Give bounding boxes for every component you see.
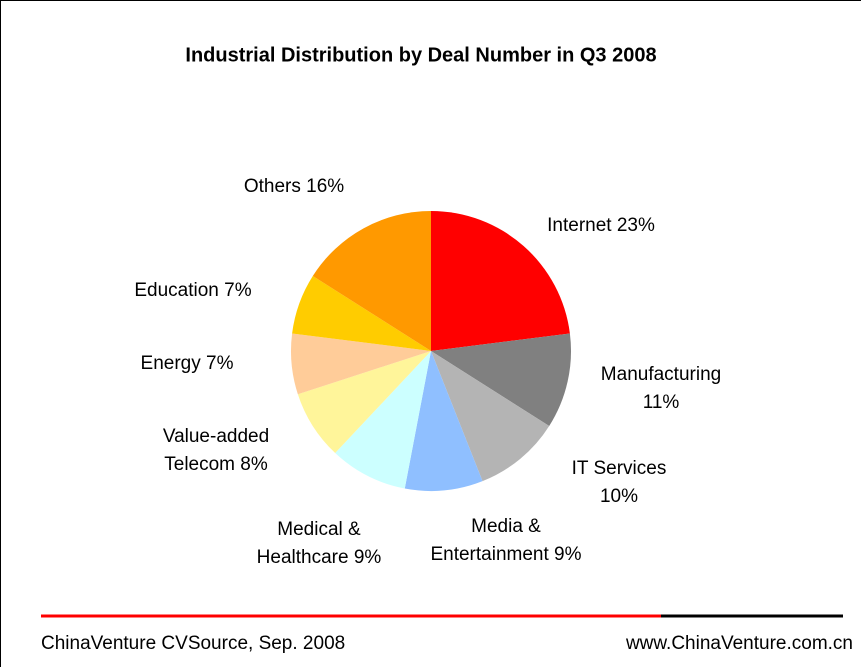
value-label: 9% (353, 547, 382, 568)
source-note: ChinaVenture CVSource, Sep. 2008 (41, 633, 346, 654)
category-label: Manufacturing (600, 364, 722, 385)
category-label: Value-added Telecom (162, 426, 270, 475)
pie-slice (297, 351, 431, 454)
pie-slice (431, 211, 570, 351)
pie-slice (291, 333, 431, 395)
value-label: 23% (616, 215, 655, 236)
slice-label: Manufacturing 11% (591, 361, 731, 417)
category-label: Others (243, 176, 301, 197)
slice-label: Energy 7% (141, 350, 234, 378)
slice-label: Media & Entertainment 9% (426, 513, 586, 569)
slice-label: Education 7% (134, 277, 251, 305)
category-label: Education (134, 280, 219, 301)
slice-label: Internet 23% (547, 212, 655, 240)
value-label: 10% (599, 486, 639, 507)
pie-slice (431, 351, 550, 482)
category-label: IT Services (571, 458, 667, 479)
chart-title: Industrial Distribution by Deal Number i… (185, 44, 657, 67)
value-label: 7% (224, 280, 252, 301)
pie-slice (292, 275, 431, 351)
slice-label: IT Services 10% (559, 455, 679, 511)
slice-label: Others 16% (244, 173, 344, 201)
value-label: 8% (240, 454, 268, 475)
value-label: 16% (306, 176, 345, 197)
pie-slice (335, 351, 431, 489)
value-label: 11% (642, 392, 680, 413)
slice-label: Value-added Telecom 8% (141, 423, 291, 479)
category-label: Energy (140, 353, 201, 374)
slice-label: Medical & Healthcare 9% (254, 516, 384, 572)
pie-slice (312, 211, 431, 351)
category-label: Medical & Healthcare (256, 519, 361, 568)
category-label: Internet (547, 215, 612, 236)
pie-slice (431, 333, 571, 427)
pie-slice (404, 351, 483, 491)
website: www.ChinaVenture.com.cn (625, 633, 853, 654)
category-label: Media & Entertainment (430, 516, 549, 565)
value-label: 7% (206, 353, 234, 374)
value-label: 9% (554, 544, 582, 565)
